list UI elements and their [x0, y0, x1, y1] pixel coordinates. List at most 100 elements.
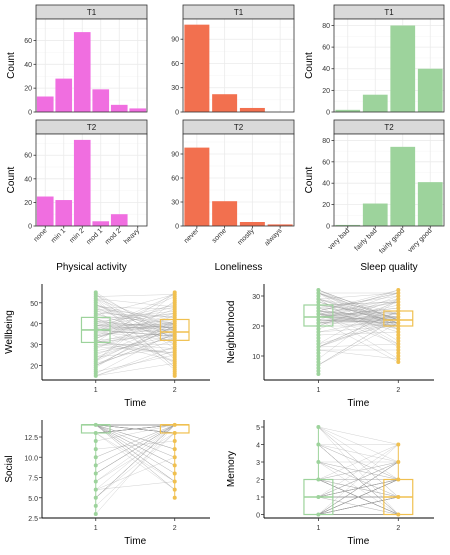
paired-line	[318, 316, 399, 327]
y-axis-title: Social	[4, 455, 15, 482]
data-point	[172, 422, 177, 427]
data-point	[316, 333, 321, 337]
y-axis-title: Memory	[226, 451, 237, 487]
data-point	[396, 309, 401, 313]
x-tick-label: mod 1	[85, 227, 104, 246]
paired-line	[318, 479, 399, 515]
paired-line	[95, 424, 175, 434]
data-point	[396, 321, 401, 325]
paired-line	[318, 292, 399, 312]
paired-line	[95, 424, 175, 434]
paired-line	[318, 310, 399, 321]
x-axis-title: Time	[347, 398, 369, 409]
y-tick-label: 20	[322, 202, 330, 209]
paired-line	[95, 354, 175, 372]
data-point	[316, 460, 321, 464]
paired-line	[95, 481, 175, 490]
paired-line	[318, 444, 399, 515]
paired-line	[95, 294, 175, 316]
data-point	[316, 288, 321, 292]
paired-line	[95, 424, 175, 466]
data-point	[316, 291, 321, 295]
paired-line	[95, 300, 175, 362]
bar	[239, 107, 265, 112]
y-tick-label: 0	[28, 110, 32, 117]
facet-strip-label: T2	[234, 123, 244, 132]
x-tick-label: always	[263, 227, 283, 247]
data-point	[396, 360, 401, 364]
x-tick-label: 1	[316, 525, 320, 532]
paired-line	[95, 424, 175, 434]
panel-border	[35, 133, 148, 227]
paired-line	[95, 331, 175, 341]
data-point	[316, 297, 321, 301]
paired-line	[95, 424, 175, 434]
paired-line	[95, 329, 175, 337]
paired-line	[95, 424, 175, 434]
x-tick-label: none	[33, 227, 49, 243]
data-point	[396, 342, 401, 346]
paired-line	[318, 322, 399, 366]
paired-line	[95, 306, 175, 326]
data-point	[396, 357, 401, 361]
paired-line	[318, 310, 399, 360]
data-point	[93, 439, 98, 444]
x-axis-title: Time	[124, 536, 146, 547]
paired-line	[318, 479, 399, 515]
paired-line	[95, 294, 175, 360]
paired-line	[95, 312, 175, 318]
paired-line	[95, 294, 175, 297]
paired-line	[95, 424, 175, 498]
data-point	[396, 351, 401, 355]
x-tick-label: fairly good	[378, 227, 406, 255]
paired-line	[318, 479, 399, 515]
data-point	[316, 425, 321, 429]
paired-line	[318, 298, 399, 321]
paired-line	[95, 308, 175, 370]
paired-line	[318, 496, 399, 515]
data-point	[316, 339, 321, 343]
bar	[390, 25, 416, 112]
paired-line	[95, 424, 175, 442]
data-point	[316, 321, 321, 325]
bar	[73, 139, 91, 226]
paired-line	[95, 312, 175, 326]
paired-line	[95, 315, 175, 324]
data-point	[396, 512, 401, 517]
paired-line	[318, 310, 399, 348]
y-tick-label: 30	[171, 200, 179, 207]
data-point	[172, 463, 177, 468]
y-tick-label: 5.0	[28, 496, 38, 503]
data-point	[316, 363, 321, 367]
data-point	[396, 318, 401, 322]
paired-line	[318, 461, 399, 515]
x-axis-title: Sleep quality	[360, 262, 417, 273]
y-tick-label: 60	[322, 159, 330, 166]
paired-line	[318, 444, 399, 515]
data-point	[316, 309, 321, 313]
paired-line	[318, 304, 399, 330]
paired-line	[95, 344, 175, 354]
data-point	[316, 312, 321, 316]
paired-line	[95, 331, 175, 374]
paired-line	[318, 310, 399, 348]
paired-line	[95, 424, 175, 434]
y-tick-label: 60	[24, 38, 32, 45]
y-tick-label: 60	[24, 153, 32, 160]
paired-line	[318, 289, 399, 321]
paired-line	[95, 310, 175, 320]
paired-line	[95, 424, 175, 490]
paired-line	[95, 308, 175, 318]
paired-line	[318, 292, 399, 312]
paired-line	[95, 424, 175, 466]
paired-line	[95, 424, 175, 434]
bar	[417, 68, 443, 112]
paired-line	[318, 461, 399, 515]
x-tick-label: fairly bad	[354, 227, 379, 252]
paired-line	[318, 444, 399, 480]
y-tick-label: 1	[256, 495, 260, 502]
paired-line	[318, 444, 399, 480]
y-tick-label: 2	[256, 478, 260, 485]
y-tick-label: 90	[171, 37, 179, 44]
paired-line	[95, 424, 175, 498]
